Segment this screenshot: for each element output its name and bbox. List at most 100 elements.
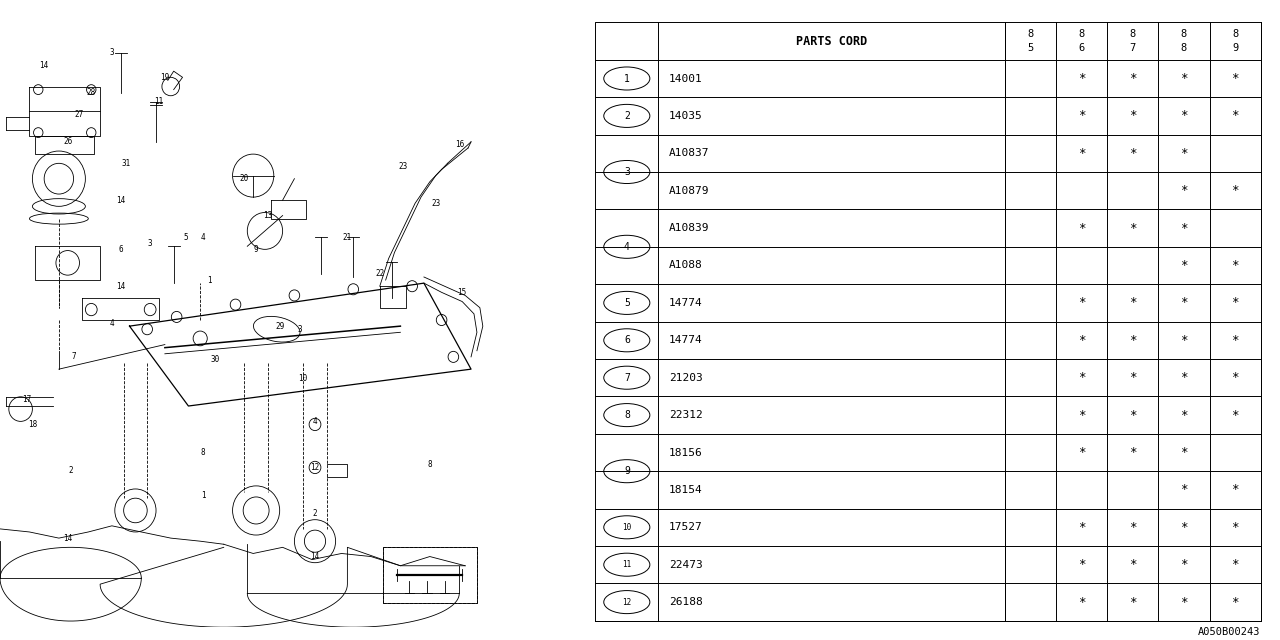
Text: 9: 9: [1233, 43, 1238, 53]
Text: *: *: [1078, 596, 1085, 609]
Text: 17: 17: [22, 396, 31, 404]
Text: *: *: [1129, 221, 1137, 235]
Circle shape: [142, 324, 152, 335]
Text: 8: 8: [1027, 29, 1033, 40]
Text: 21203: 21203: [668, 372, 703, 383]
Circle shape: [33, 128, 44, 138]
Text: *: *: [1078, 558, 1085, 571]
Text: 12: 12: [310, 463, 320, 472]
Text: 26188: 26188: [668, 597, 703, 607]
Text: 14: 14: [116, 282, 125, 291]
Text: 4: 4: [312, 417, 317, 426]
Text: *: *: [1231, 408, 1239, 422]
Text: 23: 23: [431, 199, 440, 208]
Text: PARTS CORD: PARTS CORD: [796, 35, 867, 47]
Text: 9: 9: [253, 245, 259, 254]
Circle shape: [448, 351, 458, 362]
Text: 6: 6: [118, 245, 123, 254]
Text: *: *: [1180, 184, 1188, 197]
Text: 4: 4: [201, 232, 206, 241]
Circle shape: [407, 281, 417, 292]
Text: *: *: [1231, 296, 1239, 309]
Text: *: *: [1078, 371, 1085, 384]
Text: 14001: 14001: [668, 74, 703, 83]
Text: 3: 3: [298, 324, 302, 333]
Text: 28: 28: [87, 88, 96, 97]
Text: 8: 8: [1078, 29, 1084, 40]
Text: 6: 6: [623, 335, 630, 346]
Text: 4: 4: [623, 242, 630, 252]
Text: *: *: [1231, 483, 1239, 497]
Text: 8: 8: [1180, 29, 1187, 40]
Text: 17527: 17527: [668, 522, 703, 532]
Text: *: *: [1129, 408, 1137, 422]
Text: 12: 12: [622, 598, 631, 607]
Text: 8: 8: [623, 410, 630, 420]
Text: 10: 10: [298, 374, 308, 383]
Text: *: *: [1180, 72, 1188, 85]
Text: 3: 3: [623, 167, 630, 177]
Circle shape: [33, 84, 44, 95]
Text: *: *: [1180, 221, 1188, 235]
Text: 23: 23: [398, 162, 408, 171]
Text: 19: 19: [160, 73, 169, 82]
Text: 14: 14: [40, 61, 49, 70]
Text: A10879: A10879: [668, 186, 709, 196]
Text: *: *: [1129, 109, 1137, 122]
Text: *: *: [1231, 371, 1239, 384]
Text: 15: 15: [457, 288, 467, 297]
Text: *: *: [1129, 72, 1137, 85]
Text: *: *: [1180, 596, 1188, 609]
Text: 7: 7: [72, 353, 76, 362]
Text: 14035: 14035: [668, 111, 703, 121]
Text: *: *: [1078, 221, 1085, 235]
Circle shape: [348, 284, 358, 295]
Text: 6: 6: [1078, 43, 1084, 53]
Text: *: *: [1078, 72, 1085, 85]
Circle shape: [230, 299, 241, 310]
Text: 30: 30: [210, 355, 220, 364]
Text: 10: 10: [622, 523, 631, 532]
Text: 21: 21: [343, 232, 352, 241]
Circle shape: [289, 290, 300, 301]
Text: A050B00243: A050B00243: [1198, 627, 1261, 637]
Circle shape: [87, 84, 96, 95]
Text: *: *: [1180, 371, 1188, 384]
Text: 27: 27: [74, 109, 84, 118]
Circle shape: [436, 314, 447, 326]
Text: A1088: A1088: [668, 260, 703, 271]
Text: *: *: [1078, 521, 1085, 534]
Text: *: *: [1231, 72, 1239, 85]
Text: *: *: [1078, 147, 1085, 160]
Text: *: *: [1078, 296, 1085, 309]
Text: 3: 3: [110, 48, 114, 57]
Text: *: *: [1078, 408, 1085, 422]
Text: 11: 11: [155, 97, 164, 106]
Text: 18154: 18154: [668, 485, 703, 495]
Text: *: *: [1231, 596, 1239, 609]
Text: *: *: [1231, 558, 1239, 571]
Text: 16: 16: [454, 140, 463, 149]
Text: *: *: [1078, 334, 1085, 347]
Text: *: *: [1231, 259, 1239, 272]
Text: *: *: [1129, 334, 1137, 347]
Circle shape: [145, 303, 156, 316]
Text: *: *: [1231, 109, 1239, 122]
Text: *: *: [1180, 558, 1188, 571]
Text: 22312: 22312: [668, 410, 703, 420]
Text: *: *: [1129, 446, 1137, 459]
Text: *: *: [1180, 483, 1188, 497]
Text: 31: 31: [122, 159, 132, 168]
Text: *: *: [1180, 147, 1188, 160]
Text: 7: 7: [1129, 43, 1135, 53]
Text: *: *: [1078, 446, 1085, 459]
Text: 14: 14: [63, 534, 73, 543]
Text: 22: 22: [375, 269, 384, 278]
Text: 1: 1: [206, 276, 211, 285]
Text: 5: 5: [183, 232, 188, 241]
Text: *: *: [1129, 296, 1137, 309]
Text: *: *: [1180, 109, 1188, 122]
Text: 5: 5: [1027, 43, 1033, 53]
Text: *: *: [1129, 371, 1137, 384]
Circle shape: [87, 128, 96, 138]
